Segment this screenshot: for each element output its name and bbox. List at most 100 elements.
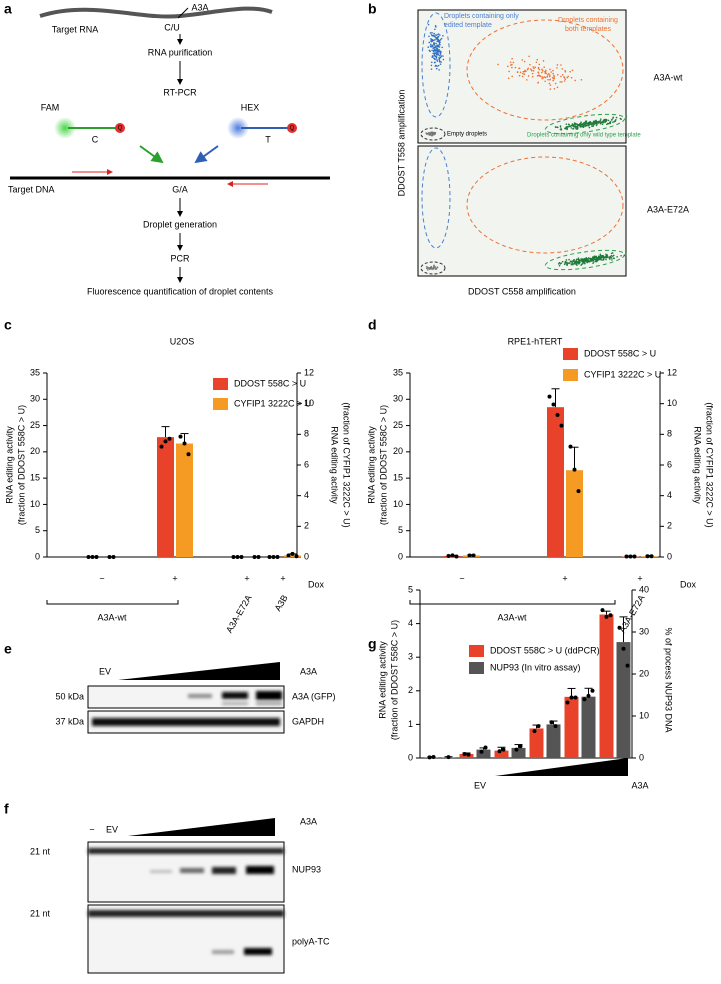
droplet — [568, 262, 571, 264]
droplet — [559, 81, 562, 83]
bar — [566, 470, 583, 557]
droplet — [537, 66, 540, 69]
droplet — [570, 76, 573, 79]
y2-axis-label: RNA editing activity — [330, 426, 340, 504]
step: PCR — [170, 253, 190, 263]
legend-swatch — [213, 378, 228, 390]
data-point — [501, 747, 506, 752]
droplet — [432, 268, 435, 270]
arrow — [194, 145, 219, 164]
droplet — [522, 72, 524, 75]
droplet — [541, 76, 543, 78]
droplet — [526, 79, 528, 81]
droplet — [509, 61, 512, 64]
data-point — [621, 646, 626, 651]
droplet — [434, 25, 437, 27]
y-tick-label: 3 — [408, 652, 413, 662]
droplet — [566, 76, 569, 79]
droplet — [437, 64, 440, 67]
droplet — [565, 123, 568, 125]
data-point — [514, 747, 519, 752]
droplet — [431, 44, 434, 47]
droplet — [436, 60, 439, 62]
droplet — [597, 121, 599, 123]
y2-tick-label: 2 — [304, 521, 309, 531]
droplet — [561, 81, 563, 83]
droplet — [603, 256, 606, 259]
droplet — [588, 124, 590, 127]
gradient-wedge — [118, 662, 280, 680]
droplet — [608, 257, 611, 260]
droplet — [426, 133, 428, 136]
droplet — [623, 254, 626, 257]
data-point — [553, 724, 558, 729]
data-point — [497, 749, 502, 754]
droplet — [527, 75, 530, 77]
droplet — [440, 51, 442, 53]
droplet — [432, 52, 435, 55]
droplet — [582, 260, 585, 263]
droplet — [561, 260, 564, 263]
droplet — [549, 88, 552, 90]
droplet — [436, 48, 439, 50]
group-label: A3A-E72A — [224, 593, 254, 634]
data-point — [565, 700, 570, 705]
y2-tick-label: 4 — [304, 490, 309, 500]
data-point — [600, 608, 605, 613]
droplet — [427, 269, 429, 271]
data-point — [431, 754, 436, 759]
droplet — [552, 77, 555, 80]
step: RNA purification — [148, 47, 213, 57]
droplet — [497, 63, 499, 66]
droplet — [604, 120, 606, 123]
droplet — [511, 57, 513, 60]
droplet — [529, 68, 532, 70]
droplet — [604, 256, 607, 258]
data-point — [471, 553, 476, 558]
droplet — [602, 121, 605, 124]
x-tick-label: + — [280, 573, 285, 583]
y-axis-label: RNA editing activity — [366, 426, 376, 504]
y2-tick-label: 0 — [667, 551, 672, 561]
droplet — [430, 61, 433, 64]
y-tick-label: 4 — [408, 618, 413, 628]
droplet — [541, 70, 544, 72]
droplet — [439, 43, 441, 46]
droplet — [608, 121, 611, 124]
droplet — [545, 69, 547, 72]
panel-label: e — [4, 641, 12, 657]
droplet — [430, 40, 433, 43]
y2-tick-label: 8 — [304, 429, 309, 439]
droplet — [434, 268, 437, 270]
droplet — [428, 41, 431, 44]
droplet — [521, 59, 524, 61]
label: FAM — [41, 102, 60, 112]
bar — [529, 728, 544, 758]
droplet — [433, 42, 436, 45]
bar — [581, 696, 596, 758]
label: C/U — [164, 22, 180, 32]
droplet — [602, 119, 605, 122]
droplet — [598, 120, 600, 123]
droplet — [438, 57, 441, 60]
droplet — [438, 41, 441, 44]
droplet — [438, 50, 440, 52]
droplet — [529, 63, 531, 66]
droplet — [553, 76, 556, 78]
droplet — [606, 123, 608, 126]
droplet — [577, 127, 579, 129]
data-point — [182, 441, 187, 446]
droplet — [580, 264, 582, 266]
droplet — [597, 256, 600, 259]
data-point — [256, 555, 261, 559]
droplet — [593, 256, 595, 258]
droplet — [434, 49, 436, 51]
step: Droplet generation — [143, 219, 217, 229]
group-label: A3A-wt — [97, 612, 127, 622]
droplet — [547, 73, 550, 75]
droplet — [595, 255, 598, 258]
droplet — [554, 126, 557, 128]
band-label: NUP93 — [292, 864, 321, 874]
x-axis-label: Dox — [308, 579, 325, 589]
droplet — [560, 129, 563, 131]
